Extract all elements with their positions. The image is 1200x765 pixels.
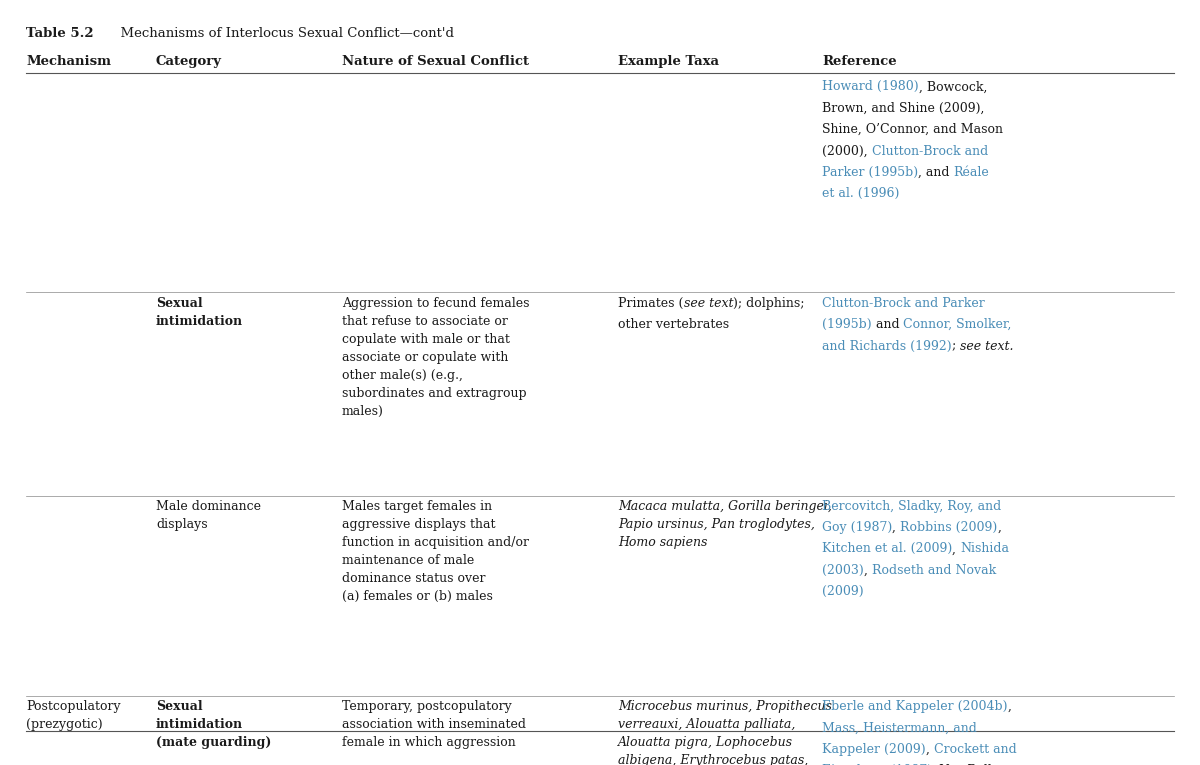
Text: Category: Category (156, 55, 222, 68)
Text: Bercovitch, Sladky, Roy, and: Bercovitch, Sladky, Roy, and (822, 500, 1001, 513)
Text: Macaca mulatta, Gorilla beringei,
Papio ursinus, Pan troglodytes,
Homo sapiens: Macaca mulatta, Gorilla beringei, Papio … (618, 500, 832, 549)
Text: Nature of Sexual Conflict: Nature of Sexual Conflict (342, 55, 529, 68)
Text: , and: , and (918, 166, 954, 179)
Text: Goy (1987): Goy (1987) (822, 521, 893, 534)
Text: Mechanisms of Interlocus Sexual Conflict—cont'd: Mechanisms of Interlocus Sexual Conflict… (112, 27, 454, 40)
Text: (2003): (2003) (822, 564, 864, 577)
Text: Brown, and Shine (2009),: Brown, and Shine (2009), (822, 102, 984, 115)
Text: Eberle and Kappeler (2004b): Eberle and Kappeler (2004b) (822, 700, 1008, 713)
Text: ,: , (997, 521, 1001, 534)
Text: Clutton-Brock and: Clutton-Brock and (871, 145, 988, 158)
Text: see text: see text (684, 297, 733, 310)
Text: Sexual
intimidation
(mate guarding): Sexual intimidation (mate guarding) (156, 700, 271, 749)
Text: Males target females in
aggressive displays that
function in acquisition and/or
: Males target females in aggressive displ… (342, 500, 529, 603)
Text: Eisenberg (1987): Eisenberg (1987) (822, 764, 932, 765)
Text: Parker (1995b): Parker (1995b) (822, 166, 918, 179)
Text: (2000),: (2000), (822, 145, 871, 158)
Text: Sexual
intimidation: Sexual intimidation (156, 297, 244, 328)
Text: Aggression to fecund females
that refuse to associate or
copulate with male or t: Aggression to fecund females that refuse… (342, 297, 529, 418)
Text: other vertebrates: other vertebrates (618, 318, 730, 331)
Text: Temporary, postcopulatory
association with inseminated
female in which aggressio: Temporary, postcopulatory association wi… (342, 700, 526, 749)
Text: ,: , (953, 542, 960, 555)
Text: , Bowcock,: , Bowcock, (919, 80, 988, 93)
Text: ,: , (864, 564, 871, 577)
Text: Mechanism: Mechanism (26, 55, 112, 68)
Text: Kappeler (2009): Kappeler (2009) (822, 743, 925, 756)
Text: ); dolphins;: ); dolphins; (733, 297, 804, 310)
Text: Postcopulatory
(prezygotic): Postcopulatory (prezygotic) (26, 700, 121, 731)
Text: Shine, O’Connor, and Mason: Shine, O’Connor, and Mason (822, 123, 1003, 136)
Text: Mass, Heistermann, and: Mass, Heistermann, and (822, 721, 977, 734)
Text: et al. (1996): et al. (1996) (822, 187, 899, 200)
Text: (1995b): (1995b) (822, 318, 871, 331)
Text: Example Taxa: Example Taxa (618, 55, 719, 68)
Text: (2009): (2009) (822, 585, 864, 598)
Text: Connor, Smolker,: Connor, Smolker, (904, 318, 1012, 331)
Text: ,: , (893, 521, 900, 534)
Text: Crockett and: Crockett and (934, 743, 1016, 756)
Text: , Van Belle,: , Van Belle, (932, 764, 1003, 765)
Text: Kitchen et al. (2009): Kitchen et al. (2009) (822, 542, 953, 555)
Text: Table 5.2: Table 5.2 (26, 27, 94, 40)
Text: ,: , (1008, 700, 1012, 713)
Text: Rodseth and Novak: Rodseth and Novak (871, 564, 996, 577)
Text: Howard (1980): Howard (1980) (822, 80, 919, 93)
Text: ;: ; (952, 340, 960, 353)
Text: Microcebus murinus, Propithecus
verreauxi, Alouatta palliata,
Alouatta pigra, Lo: Microcebus murinus, Propithecus verreaux… (618, 700, 832, 765)
Text: Reference: Reference (822, 55, 896, 68)
Text: see text.: see text. (960, 340, 1013, 353)
Text: Robbins (2009): Robbins (2009) (900, 521, 997, 534)
Text: ,: , (925, 743, 934, 756)
Text: Clutton-Brock and Parker: Clutton-Brock and Parker (822, 297, 985, 310)
Text: Réale: Réale (954, 166, 989, 179)
Text: Primates (: Primates ( (618, 297, 684, 310)
Text: and Richards (1992): and Richards (1992) (822, 340, 952, 353)
Text: and: and (871, 318, 904, 331)
Text: Male dominance
displays: Male dominance displays (156, 500, 262, 531)
Text: Nishida: Nishida (960, 542, 1009, 555)
